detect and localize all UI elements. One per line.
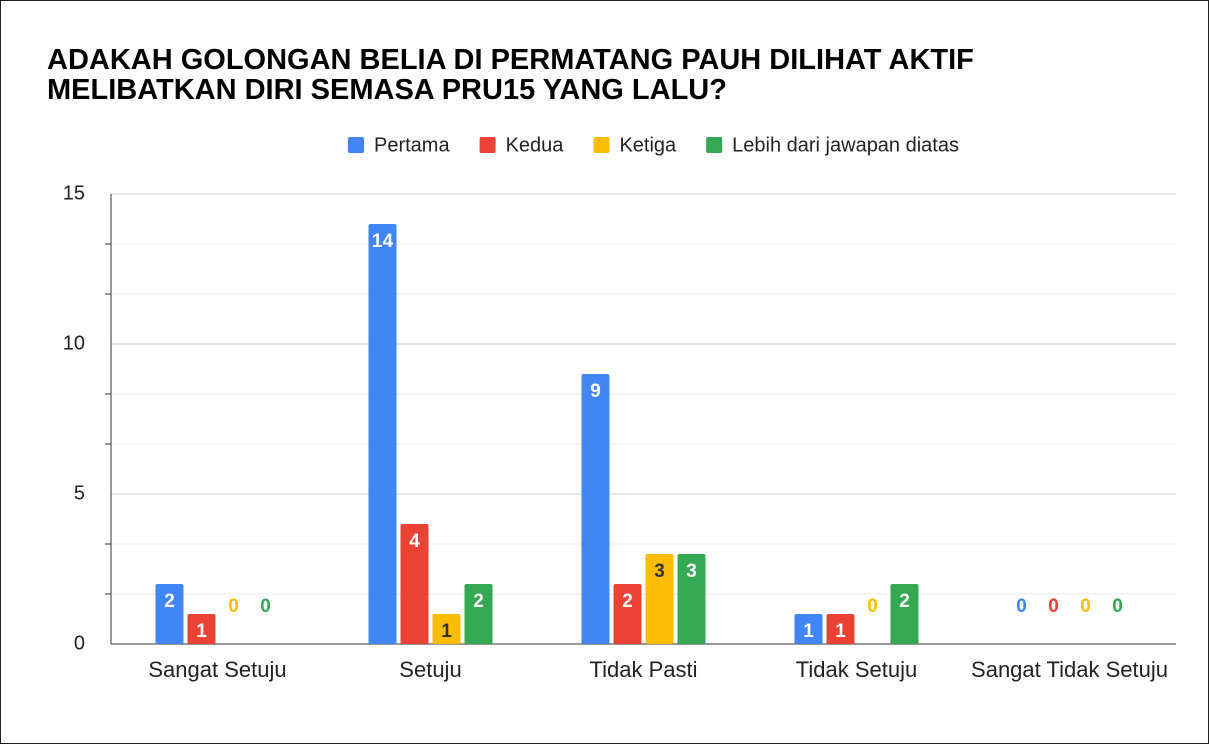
bar — [826, 614, 855, 644]
y-tick-label: 5 — [74, 482, 85, 504]
bar — [645, 554, 674, 644]
bar — [890, 584, 919, 644]
data-label: 4 — [409, 531, 420, 552]
y-tick-label: 10 — [63, 332, 85, 354]
legend-swatch — [706, 137, 723, 153]
data-label: 2 — [622, 591, 633, 612]
bar — [155, 584, 184, 644]
data-label: 1 — [196, 621, 207, 642]
x-tick-label: Tidak Pasti — [589, 657, 698, 682]
legend-swatch — [479, 137, 496, 153]
x-tick-label: Sangat Tidak Setuju — [971, 657, 1168, 682]
bar — [677, 554, 706, 644]
legend-swatch — [348, 137, 365, 153]
data-label: 1 — [441, 621, 452, 642]
data-label: 9 — [590, 381, 601, 402]
y-tick-label: 15 — [63, 182, 85, 204]
data-label: 0 — [1016, 596, 1027, 617]
bar — [400, 524, 429, 644]
bar — [794, 614, 823, 644]
data-label: 14 — [372, 231, 394, 252]
x-tick-label: Setuju — [399, 657, 462, 682]
data-label: 2 — [164, 591, 175, 612]
bar — [368, 224, 397, 644]
legend-label: Pertama — [374, 134, 450, 156]
x-tick-label: Sangat Setuju — [148, 657, 287, 682]
bar — [613, 584, 642, 644]
y-tick-label: 0 — [74, 632, 85, 654]
data-label: 3 — [654, 561, 665, 582]
legend-label: Ketiga — [619, 134, 677, 156]
data-label: 1 — [803, 621, 814, 642]
data-label: 0 — [1112, 596, 1123, 617]
data-label: 3 — [686, 561, 697, 582]
data-label: 0 — [228, 596, 239, 617]
data-label: 0 — [867, 596, 878, 617]
legend-swatch — [593, 137, 610, 153]
data-label: 0 — [1048, 596, 1059, 617]
data-label: 2 — [899, 591, 910, 612]
data-label: 2 — [473, 591, 484, 612]
data-label: 1 — [835, 621, 846, 642]
legend-label: Kedua — [506, 134, 565, 156]
bar — [464, 584, 493, 644]
data-label: 0 — [1080, 596, 1091, 617]
data-label: 0 — [260, 596, 271, 617]
legend-label: Lebih dari jawapan diatas — [732, 134, 959, 156]
bar — [187, 614, 216, 644]
bar — [432, 614, 461, 644]
bar — [581, 374, 610, 644]
x-tick-label: Tidak Setuju — [795, 657, 918, 682]
chart-title: ADAKAH GOLONGAN BELIA DI PERMATANG PAUH … — [47, 44, 974, 106]
